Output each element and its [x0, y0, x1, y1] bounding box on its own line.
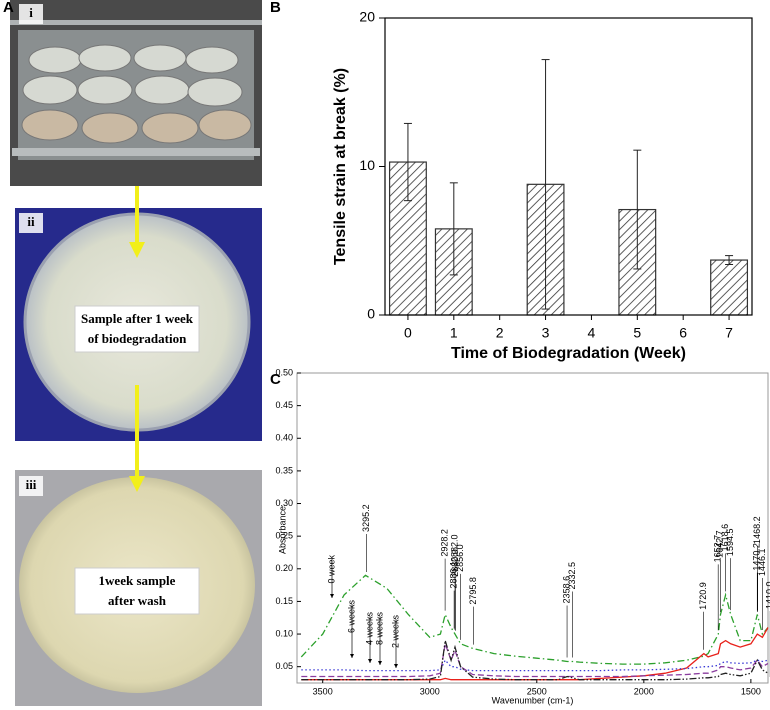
y-tick-label: 10 — [359, 157, 375, 173]
peak-label: 2882.0 — [449, 535, 459, 563]
photo-label-box — [19, 213, 43, 233]
series-label: 6 weeks — [346, 600, 356, 634]
peak-label: 1594.5 — [725, 529, 735, 557]
peak-label: 1446.1 — [757, 548, 767, 576]
spectrum-line — [301, 640, 769, 681]
y-axis-label: Absorbance — [277, 506, 287, 554]
photo-caption: 1week sample — [99, 573, 176, 588]
x-tick-label: 2500 — [527, 686, 547, 696]
peak-label: 3295.2 — [361, 504, 371, 532]
y-tick-label: 0.20 — [275, 563, 293, 573]
peak-label: 2856.0 — [455, 544, 465, 572]
series-arrowhead — [350, 654, 354, 658]
peak-label: 1468.2 — [752, 516, 762, 544]
peak-label: 2880.0 — [450, 549, 460, 577]
photo-label-box — [19, 4, 43, 24]
photo-label: i — [29, 5, 33, 20]
peak-label: 2795.8 — [468, 577, 478, 605]
chart-b: 0 10 20 0 1 2 3 4 5 6 7 Time of Biodegradation (Wee… — [332, 9, 753, 362]
photo-label: iii — [26, 477, 37, 492]
photo-caption: of biodegradation — [88, 331, 187, 346]
bar — [710, 259, 749, 316]
x-tick-label: 3000 — [420, 686, 440, 696]
caption-box — [74, 305, 200, 353]
series-arrowhead — [330, 594, 334, 598]
flow-arrows — [129, 186, 145, 492]
peak-label: 1720.9 — [698, 582, 708, 610]
photo-caption: after wash — [108, 593, 167, 608]
x-axis-label: Wavenumber (cm-1) — [492, 695, 574, 705]
series-label: 0 week — [326, 555, 336, 584]
spectrum-line — [301, 659, 769, 672]
photo-label-box — [19, 476, 43, 496]
peak-label: 2928.2 — [439, 529, 449, 557]
plot-frame — [296, 372, 769, 684]
x-tick-label: 1 — [450, 325, 458, 341]
y-tick-label: 0.10 — [275, 628, 293, 638]
peak-label: 2886.1 — [448, 561, 458, 589]
plot-frame — [384, 17, 753, 316]
x-tick-label: 3 — [542, 325, 550, 341]
y-tick-label: 0.50 — [275, 367, 293, 377]
peak-label: 1410.0 — [765, 581, 770, 609]
caption-box — [74, 567, 200, 615]
spectrum-line — [300, 574, 769, 665]
series-label: 2 weeks — [390, 615, 400, 649]
y-tick-label: 0 — [367, 306, 375, 322]
x-tick-label: 3500 — [313, 686, 333, 696]
x-tick-label: 0 — [404, 325, 412, 341]
spectrum-line — [301, 641, 769, 678]
y-tick-label: 0.30 — [275, 498, 293, 508]
peak-label: 1642.7 — [715, 530, 725, 558]
x-tick-label: 2000 — [634, 686, 654, 696]
series-arrowhead — [378, 661, 382, 665]
x-tick-label: 7 — [725, 325, 733, 341]
x-axis-label: Time of Biodegradation (Week) — [451, 345, 686, 362]
x-tick-label: 4 — [588, 325, 596, 341]
peak-label: 2358.6 — [561, 576, 571, 604]
y-tick-label: 0.25 — [275, 531, 293, 541]
peak-label: 1618.6 — [720, 524, 730, 552]
y-axis-label: Tensile strain at break (%) — [332, 68, 349, 265]
x-tick-label: 1500 — [741, 686, 761, 696]
series-arrowhead — [394, 664, 398, 668]
y-tick-label: 20 — [359, 9, 375, 25]
peak-label: 1470.2 — [752, 543, 762, 571]
y-tick-label: 0.15 — [275, 596, 293, 606]
series-label: 4 weeks — [364, 612, 374, 646]
y-tick-label: 0.40 — [275, 433, 293, 443]
y-tick-label: 0.35 — [275, 465, 293, 475]
panel-label: A — [3, 0, 14, 16]
series-label: 8 weeks — [374, 612, 384, 646]
x-tick-label: 2 — [496, 325, 504, 341]
photo-caption: Sample after 1 week — [81, 311, 194, 326]
panel-label: B — [270, 0, 281, 16]
photo-label: ii — [27, 214, 35, 229]
peak-label: 2332.5 — [567, 562, 577, 590]
series-arrowhead — [368, 659, 372, 663]
x-tick-label: 5 — [633, 325, 641, 341]
y-tick-label: 0.05 — [275, 661, 293, 671]
photo-rack — [10, 0, 262, 186]
peak-label: 1652.7 — [713, 535, 723, 563]
panel-label: C — [270, 371, 281, 388]
y-tick-label: 0.45 — [275, 400, 293, 410]
chart-c: 0.05 0.10 0.15 0.20 0.25 0.30 0.35 0.40 0.45 0.50… — [275, 367, 770, 705]
x-tick-label: 6 — [679, 325, 687, 341]
